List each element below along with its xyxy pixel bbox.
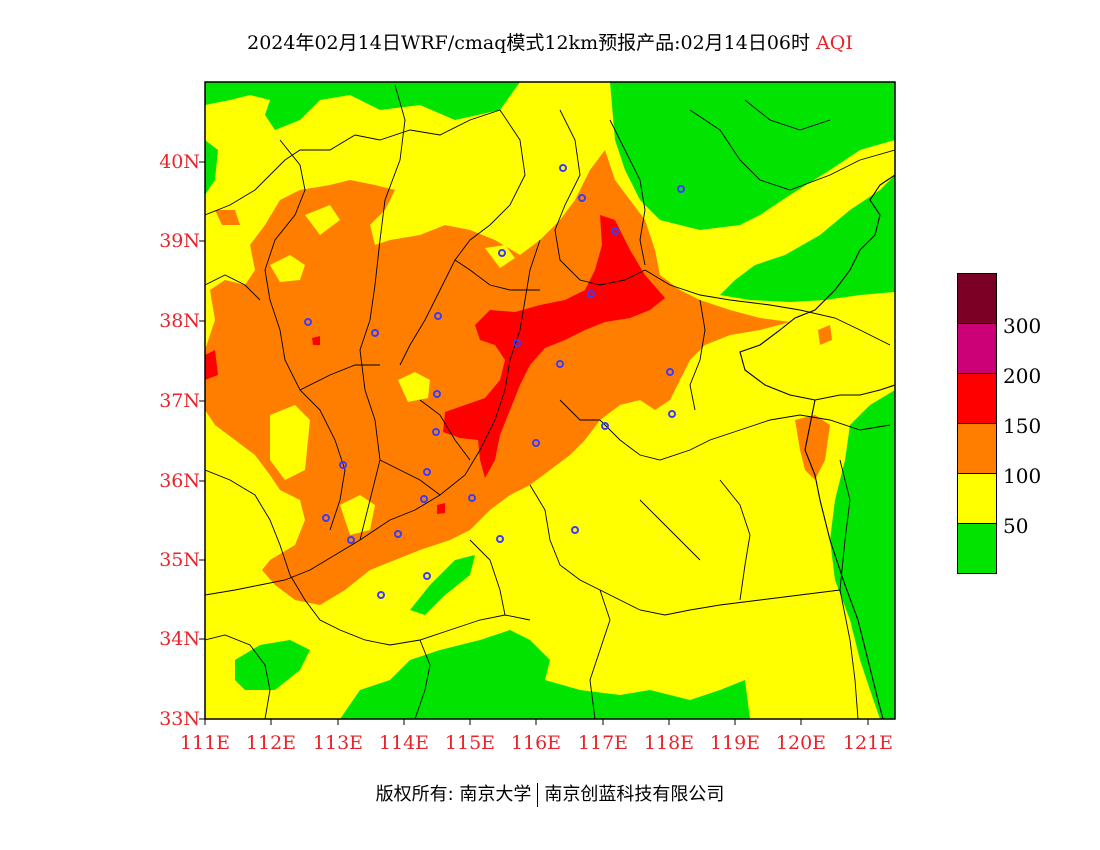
station-marker bbox=[571, 526, 579, 534]
legend-swatch bbox=[957, 373, 997, 423]
province-boundaries bbox=[205, 84, 895, 719]
red-spot-west bbox=[205, 350, 218, 380]
green-northwest bbox=[205, 82, 520, 130]
station-marker bbox=[496, 535, 504, 543]
lat-label: 35N bbox=[159, 549, 200, 571]
copyright-text: 版权所有: 南京大学 bbox=[375, 784, 532, 805]
green-northeast bbox=[610, 82, 895, 230]
orange-east-spot-2 bbox=[818, 325, 832, 345]
red-band bbox=[443, 215, 665, 478]
lon-label: 115E bbox=[444, 732, 496, 754]
lat-label: 34N bbox=[159, 628, 200, 650]
station-marker bbox=[668, 410, 676, 418]
station-marker bbox=[601, 422, 609, 430]
station-marker bbox=[434, 312, 442, 320]
station-marker bbox=[587, 290, 595, 298]
green-south-pocket bbox=[410, 555, 475, 615]
station-marker bbox=[498, 249, 506, 257]
lon-label: 111E bbox=[179, 732, 231, 754]
yellow-hole-3 bbox=[270, 405, 310, 480]
legend-level: 200 bbox=[1003, 364, 1042, 388]
lon-label: 118E bbox=[643, 732, 695, 754]
station-marker bbox=[578, 194, 586, 202]
station-marker bbox=[423, 572, 431, 580]
lat-label: 40N bbox=[159, 151, 200, 173]
lat-label: 33N bbox=[159, 708, 200, 730]
lon-label: 119E bbox=[709, 732, 761, 754]
legend-swatch bbox=[957, 423, 997, 473]
lon-label: 120E bbox=[775, 732, 827, 754]
legend-level: 100 bbox=[1003, 464, 1042, 488]
legend-level: 150 bbox=[1003, 414, 1042, 438]
lon-label: 121E bbox=[842, 732, 894, 754]
station-marker bbox=[532, 439, 540, 447]
red-spot-3 bbox=[437, 503, 445, 514]
footer-separator bbox=[537, 783, 539, 807]
footer: 版权所有: 南京大学 南京创蓝科技有限公司 bbox=[0, 780, 1100, 807]
station-marker bbox=[432, 428, 440, 436]
station-marker bbox=[468, 494, 476, 502]
aqi-legend bbox=[957, 273, 997, 574]
green-east-sea bbox=[830, 390, 895, 719]
green-east-corner bbox=[720, 175, 895, 302]
red-spot-2 bbox=[312, 336, 320, 345]
legend-swatch bbox=[957, 473, 997, 523]
station-marker bbox=[347, 536, 355, 544]
yellow-hole-5 bbox=[485, 245, 515, 268]
coastline bbox=[739, 174, 895, 401]
coastline-south bbox=[804, 399, 884, 719]
station-marker bbox=[423, 468, 431, 476]
orange-east-spot bbox=[795, 415, 830, 480]
lon-label: 116E bbox=[510, 732, 562, 754]
aqi-field bbox=[205, 82, 895, 719]
yellow-hole-4 bbox=[340, 495, 375, 535]
station-marker bbox=[559, 164, 567, 172]
company-name: 南京创蓝科技有限公司 bbox=[544, 784, 725, 805]
lon-label: 112E bbox=[245, 732, 297, 754]
lon-label: 113E bbox=[312, 732, 364, 754]
station-markers bbox=[304, 164, 685, 599]
map-title: 2024年02月14日WRF/cmaq模式12km预报产品:02月14日06时 … bbox=[0, 28, 1100, 55]
legend-swatch bbox=[957, 523, 997, 574]
station-marker bbox=[377, 591, 385, 599]
lon-label: 114E bbox=[378, 732, 430, 754]
legend-level: 50 bbox=[1003, 514, 1029, 538]
green-south bbox=[340, 630, 750, 719]
station-marker bbox=[394, 530, 402, 538]
lat-label: 37N bbox=[159, 390, 200, 412]
legend-swatch bbox=[957, 273, 997, 323]
station-marker bbox=[339, 461, 347, 469]
station-marker bbox=[371, 329, 379, 337]
axis-ticks bbox=[199, 161, 869, 725]
lon-label: 117E bbox=[577, 732, 629, 754]
legend-swatch bbox=[957, 323, 997, 373]
lat-label: 39N bbox=[159, 230, 200, 252]
station-marker bbox=[322, 514, 330, 522]
legend-level: 300 bbox=[1003, 314, 1042, 338]
orange-west-spot bbox=[215, 210, 240, 225]
yellow-hole-2 bbox=[398, 372, 430, 402]
green-west-edge bbox=[205, 140, 218, 195]
station-marker bbox=[556, 360, 564, 368]
yellow-hole-6 bbox=[305, 205, 340, 235]
station-marker bbox=[666, 368, 674, 376]
yellow-hole-1 bbox=[270, 255, 305, 282]
title-variable: AQI bbox=[816, 32, 853, 54]
station-marker bbox=[420, 495, 428, 503]
green-south-west bbox=[235, 640, 310, 690]
station-marker bbox=[433, 390, 441, 398]
station-marker bbox=[677, 185, 685, 193]
lat-label: 36N bbox=[159, 470, 200, 492]
title-text: 2024年02月14日WRF/cmaq模式12km预报产品:02月14日06时 bbox=[247, 32, 811, 54]
orange-main bbox=[205, 150, 790, 605]
lat-label: 38N bbox=[159, 310, 200, 332]
station-marker bbox=[304, 318, 312, 326]
station-marker bbox=[513, 339, 521, 347]
station-marker bbox=[611, 227, 619, 235]
